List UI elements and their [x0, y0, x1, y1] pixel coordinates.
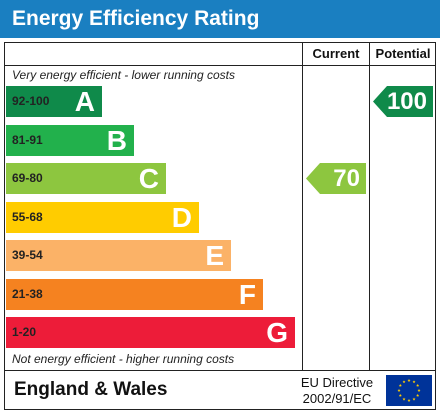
current-arrow-shape [306, 163, 366, 194]
band-letter: C [138, 163, 159, 194]
band-range-label: 21-38 [12, 287, 43, 301]
potential-arrow-shape [373, 86, 433, 117]
current-column-header: Current [312, 46, 360, 61]
band-g: 1-20 G [6, 317, 295, 348]
bottom-note: Not energy efficient - higher running co… [12, 352, 235, 366]
eu-flag-icon [386, 375, 432, 406]
region-label: England & Wales [14, 379, 168, 400]
band-letter: B [106, 125, 127, 156]
band-f: 21-38 F [6, 279, 263, 310]
band-letter: E [205, 240, 224, 271]
current-rating-arrow: 70 [306, 163, 366, 194]
band-bar [6, 240, 231, 271]
rating-frame [4, 42, 436, 410]
current-column-divider [302, 42, 303, 371]
chart-title: Energy Efficiency Rating [12, 7, 260, 30]
band-bar [6, 317, 295, 348]
band-bar [6, 163, 166, 194]
directive-line-1: EU Directive [300, 375, 374, 390]
header-divider [4, 65, 436, 66]
band-letter: A [74, 86, 95, 117]
band-range-label: 92-100 [12, 94, 50, 108]
eu-star [407, 398, 411, 402]
band-b: 81-91 B [6, 125, 134, 156]
eu-star [397, 388, 401, 392]
band-range-label: 69-80 [12, 171, 43, 185]
directive-line-2: 2002/91/EC [302, 391, 372, 406]
band-bar [6, 279, 263, 310]
arrow-polygon [306, 163, 366, 194]
eu-star [398, 393, 402, 397]
eu-star [398, 383, 402, 387]
band-bar [6, 125, 134, 156]
band-letter: G [266, 317, 288, 348]
potential-rating-value: 100 [386, 88, 427, 115]
band-range-label: 1-20 [12, 325, 37, 339]
band-c: 69-80 C [6, 163, 166, 194]
top-note: Very energy efficient - lower running co… [12, 68, 235, 82]
eu-star [412, 380, 416, 384]
potential-column-divider [369, 42, 370, 371]
band-d: 55-68 D [6, 202, 199, 233]
title-bar: Energy Efficiency Rating [0, 0, 440, 38]
band-letter: D [171, 202, 192, 233]
band-bar [6, 86, 102, 117]
eu-star [407, 378, 411, 382]
footer-divider [4, 370, 436, 371]
current-rating-value: 70 [333, 165, 360, 192]
potential-rating-arrow: 100 [373, 86, 433, 117]
band-bar [6, 202, 199, 233]
band-range-label: 81-91 [12, 133, 43, 147]
eu-star [416, 383, 420, 387]
arrow-polygon [373, 86, 433, 117]
eu-star [416, 393, 420, 397]
band-letter: F [238, 279, 256, 310]
band-e: 39-54 E [6, 240, 231, 271]
band-a: 92-100 A [6, 86, 102, 117]
eu-star [402, 380, 406, 384]
eu-star [417, 388, 421, 392]
potential-column-header: Potential [375, 46, 431, 61]
eu-star [402, 397, 406, 401]
eu-star [412, 397, 416, 401]
band-range-label: 55-68 [12, 210, 43, 224]
band-range-label: 39-54 [12, 248, 43, 262]
